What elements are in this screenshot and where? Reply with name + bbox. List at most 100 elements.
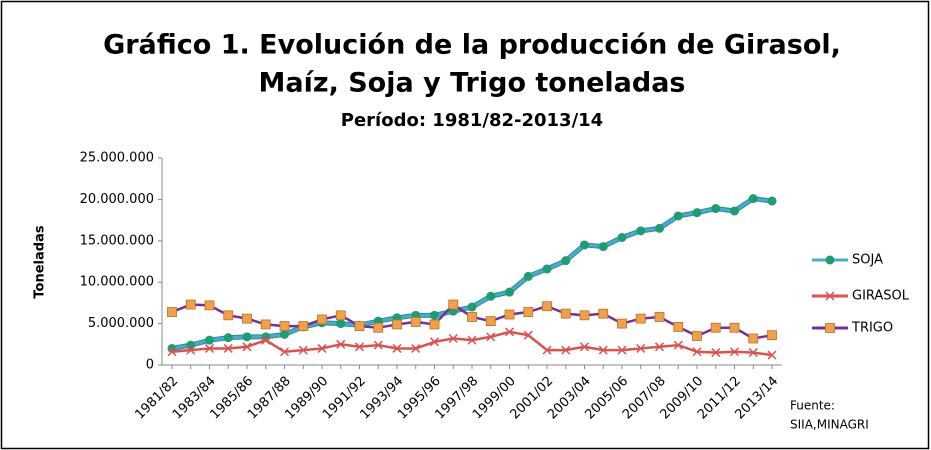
marker — [767, 196, 777, 206]
marker — [710, 322, 721, 333]
marker — [748, 348, 758, 358]
marker — [167, 347, 177, 357]
chart-subtitle: Período: 1981/82-2013/14 — [341, 110, 603, 131]
marker — [410, 317, 421, 327]
marker — [279, 321, 290, 331]
marker — [205, 335, 214, 345]
marker — [280, 329, 289, 339]
marker — [335, 310, 346, 321]
marker — [261, 332, 271, 342]
marker — [636, 343, 646, 353]
marker — [467, 335, 477, 345]
marker — [654, 312, 665, 322]
marker — [692, 208, 702, 218]
marker — [598, 345, 608, 355]
marker — [767, 350, 777, 360]
y-tick-label: 0 — [146, 358, 154, 373]
marker — [523, 271, 533, 281]
marker — [730, 206, 739, 216]
marker — [223, 310, 234, 321]
marker — [317, 314, 327, 325]
marker — [336, 319, 346, 329]
marker — [542, 301, 552, 312]
marker — [354, 321, 365, 331]
marker — [336, 339, 346, 349]
marker — [654, 342, 665, 352]
marker — [392, 343, 402, 353]
marker — [579, 310, 590, 321]
marker — [673, 211, 683, 221]
marker — [186, 345, 196, 355]
marker — [467, 312, 477, 322]
marker — [448, 333, 458, 344]
marker — [825, 291, 835, 301]
marker — [560, 308, 571, 319]
marker — [617, 345, 627, 355]
legend-label: GIRASOL — [852, 289, 910, 304]
y-tick-label: 15.000.000 — [80, 233, 154, 248]
chart-title: Maíz, Soja y Trigo toneladas — [259, 68, 686, 99]
marker — [298, 345, 308, 355]
marker — [748, 333, 759, 344]
marker — [279, 347, 290, 357]
marker — [167, 307, 177, 317]
source: Fuente: — [790, 399, 835, 413]
marker — [617, 232, 627, 242]
marker — [373, 322, 384, 333]
marker — [186, 340, 196, 350]
marker — [636, 226, 646, 236]
marker — [598, 308, 609, 319]
marker — [261, 335, 271, 345]
marker — [673, 322, 684, 332]
chart-title: Gráfico 1. Evolución de la producción de… — [103, 30, 841, 61]
marker — [748, 194, 758, 204]
marker — [392, 319, 402, 330]
marker — [655, 223, 664, 233]
y-tick-label: 20.000.000 — [80, 192, 154, 207]
marker — [580, 240, 589, 250]
marker — [729, 347, 740, 357]
marker — [486, 332, 496, 342]
marker — [242, 342, 252, 352]
marker — [223, 343, 233, 353]
marker — [298, 321, 309, 331]
marker — [711, 348, 721, 358]
marker — [354, 342, 365, 352]
marker — [598, 242, 608, 252]
marker — [523, 330, 533, 340]
legend-label: SOJA — [852, 253, 883, 268]
marker — [617, 318, 627, 329]
marker — [692, 331, 702, 341]
marker — [429, 319, 440, 330]
marker — [825, 323, 835, 333]
source: SIIA,MINAGRI — [790, 418, 869, 432]
marker — [542, 264, 552, 274]
marker — [505, 287, 514, 297]
marker — [486, 291, 496, 301]
marker — [711, 204, 721, 214]
marker — [185, 299, 196, 310]
marker — [579, 342, 590, 352]
marker — [561, 345, 571, 355]
marker — [242, 313, 252, 324]
marker — [204, 300, 215, 311]
marker — [373, 340, 383, 350]
legend-label: TRIGO — [851, 321, 893, 336]
marker — [523, 307, 534, 317]
marker — [429, 337, 440, 347]
marker — [485, 316, 496, 327]
marker — [411, 343, 421, 353]
marker — [317, 343, 327, 353]
marker — [542, 345, 552, 355]
marker — [635, 313, 646, 324]
marker — [448, 299, 459, 310]
marker — [504, 327, 515, 337]
y-tick-label: 5.000.000 — [88, 316, 154, 331]
marker — [561, 256, 571, 266]
marker — [223, 333, 233, 343]
marker — [729, 322, 740, 333]
marker — [467, 302, 477, 312]
y-tick-label: 25.000.000 — [80, 151, 154, 166]
marker — [504, 309, 515, 320]
